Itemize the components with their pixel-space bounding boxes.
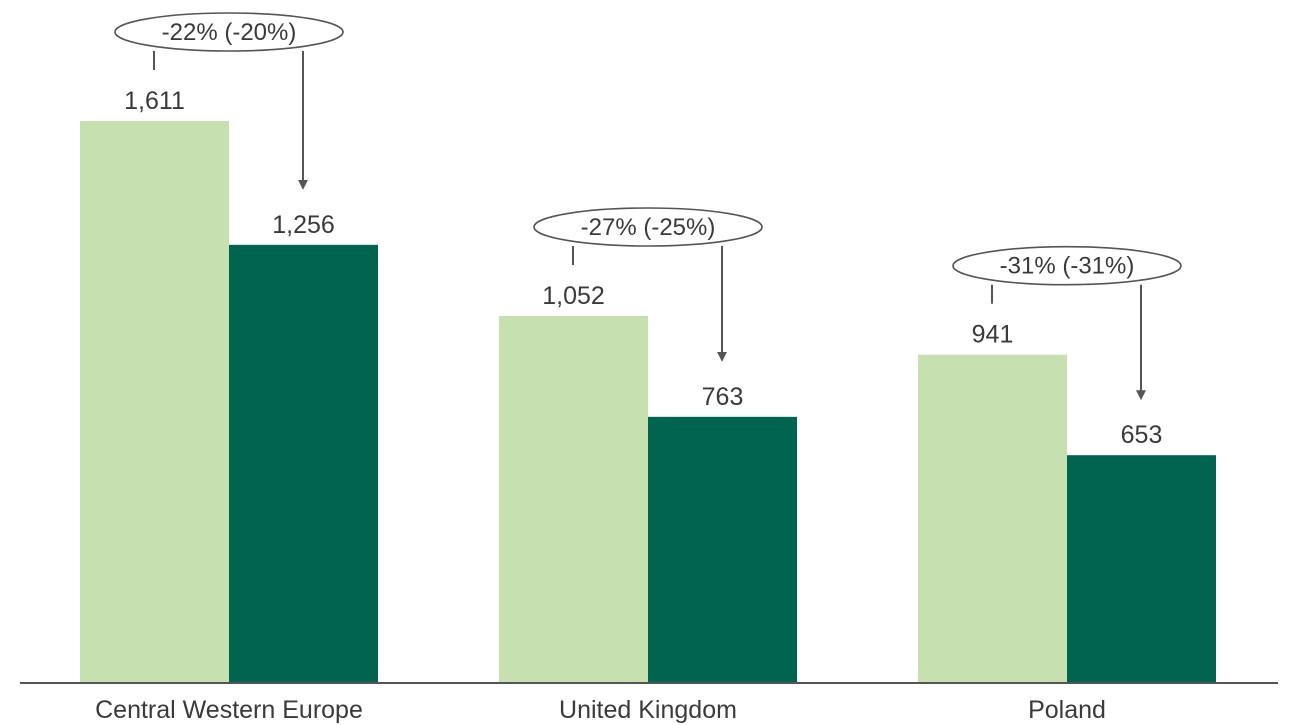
category-label: United Kingdom: [559, 696, 737, 724]
bars-layer: [80, 121, 1216, 683]
annotation-text: -27% (-25%): [581, 214, 716, 241]
bar: [1067, 455, 1216, 683]
bar-value-label: 763: [702, 383, 744, 411]
category-label: Poland: [1028, 696, 1106, 724]
labels-layer: 1,611 1,256 Central Western Europe 1,052 763…: [95, 87, 1162, 724]
bar: [80, 121, 229, 683]
bar-value-label: 1,052: [542, 282, 605, 310]
bar-value-label: 653: [1121, 421, 1163, 449]
bar-value-label: 941: [972, 321, 1014, 349]
annotation-text: -22% (-20%): [162, 19, 297, 46]
bar: [229, 244, 378, 683]
annotation-ellipse: [114, 12, 344, 52]
bar: [499, 316, 648, 683]
bar: [648, 416, 797, 683]
bar-value-label: 1,611: [124, 87, 185, 115]
bar: [918, 354, 1067, 683]
bar-value-label: 1,256: [272, 211, 335, 239]
annotation-ellipse: [533, 207, 763, 247]
annotations-layer: -22% (-20%) -27% (-25%) -31% (-31%): [114, 12, 1182, 401]
category-label: Central Western Europe: [95, 696, 363, 724]
annotation-ellipse: [952, 245, 1182, 286]
annotation-text: -31% (-31%): [1000, 253, 1135, 280]
